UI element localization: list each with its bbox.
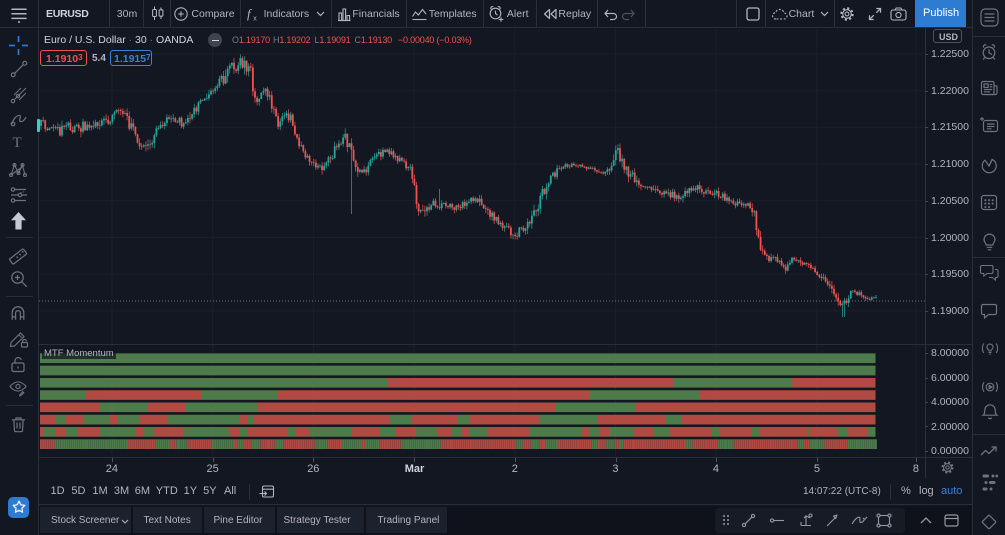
svg-text:x: x [253,16,257,23]
svg-text:f: f [247,6,253,21]
